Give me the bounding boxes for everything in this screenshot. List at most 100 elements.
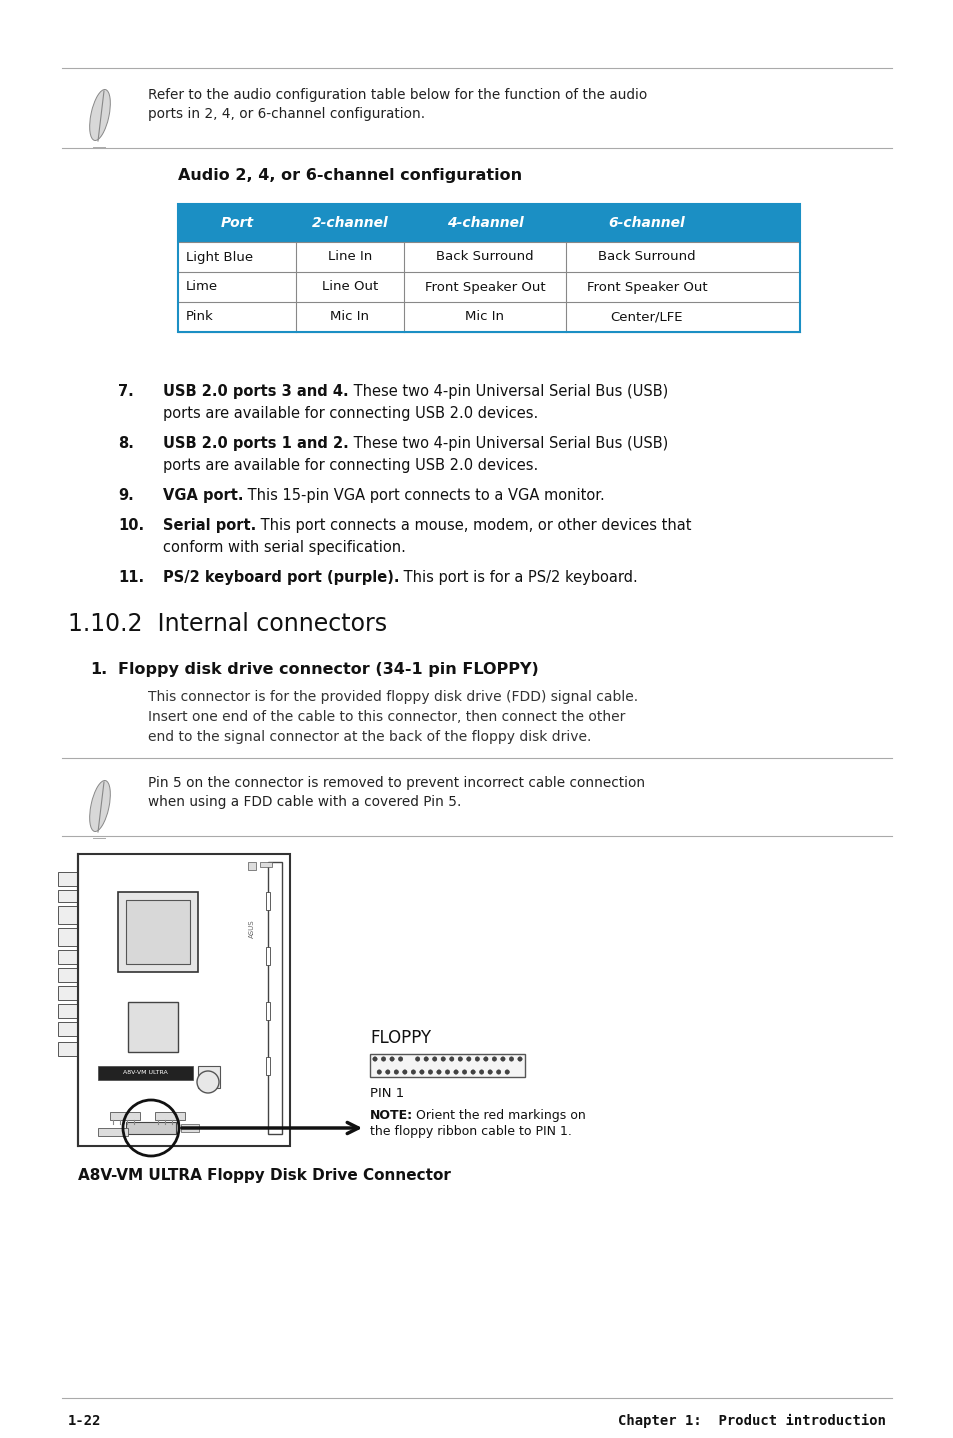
- Text: FLOPPY: FLOPPY: [370, 1030, 431, 1047]
- Text: Line In: Line In: [328, 250, 372, 263]
- Text: Back Surround: Back Surround: [436, 250, 534, 263]
- Text: PIN 1: PIN 1: [370, 1087, 404, 1100]
- Circle shape: [402, 1070, 407, 1074]
- Text: 1-22: 1-22: [68, 1414, 101, 1428]
- Text: Audio 2, 4, or 6-channel configuration: Audio 2, 4, or 6-channel configuration: [178, 168, 521, 183]
- Circle shape: [415, 1057, 419, 1061]
- Text: Mic In: Mic In: [330, 311, 369, 324]
- Text: Front Speaker Out: Front Speaker Out: [424, 280, 545, 293]
- Text: A8V-VM ULTRA Floppy Disk Drive Connector: A8V-VM ULTRA Floppy Disk Drive Connector: [78, 1168, 451, 1183]
- Text: Floppy disk drive connector (34-1 pin FLOPPY): Floppy disk drive connector (34-1 pin FL…: [118, 661, 538, 677]
- Circle shape: [376, 1070, 381, 1074]
- Circle shape: [471, 1070, 475, 1074]
- Text: ports in 2, 4, or 6-channel configuration.: ports in 2, 4, or 6-channel configuratio…: [148, 106, 425, 121]
- Text: USB 2.0 ports 3 and 4.: USB 2.0 ports 3 and 4.: [163, 384, 348, 398]
- Text: Pin 5 on the connector is removed to prevent incorrect cable connection: Pin 5 on the connector is removed to pre…: [148, 777, 644, 789]
- Circle shape: [423, 1057, 428, 1061]
- Text: NOTE:: NOTE:: [370, 1109, 413, 1122]
- Text: PS/2 keyboard port (purple).: PS/2 keyboard port (purple).: [163, 569, 399, 585]
- Circle shape: [436, 1070, 440, 1074]
- Bar: [58, 1004, 78, 1018]
- Circle shape: [390, 1057, 394, 1061]
- Circle shape: [454, 1070, 457, 1074]
- Text: Center/LFE: Center/LFE: [610, 311, 682, 324]
- Circle shape: [475, 1057, 479, 1061]
- Bar: [58, 1022, 78, 1035]
- Text: end to the signal connector at the back of the floppy disk drive.: end to the signal connector at the back …: [148, 731, 591, 743]
- Text: when using a FDD cable with a covered Pin 5.: when using a FDD cable with a covered Pi…: [148, 795, 461, 810]
- Bar: [128, 1002, 178, 1053]
- Circle shape: [483, 1057, 488, 1061]
- Text: These two 4-pin Universal Serial Bus (USB): These two 4-pin Universal Serial Bus (US…: [348, 384, 667, 398]
- Circle shape: [398, 1057, 402, 1061]
- Text: This 15-pin VGA port connects to a VGA monitor.: This 15-pin VGA port connects to a VGA m…: [243, 487, 604, 503]
- Text: Pink: Pink: [186, 311, 213, 324]
- Bar: [58, 890, 78, 902]
- Bar: [58, 986, 78, 999]
- Text: Serial port.: Serial port.: [163, 518, 256, 533]
- Circle shape: [462, 1070, 466, 1074]
- Circle shape: [496, 1070, 500, 1074]
- Bar: [154, 1112, 185, 1120]
- Text: Insert one end of the cable to this connector, then connect the other: Insert one end of the cable to this conn…: [148, 710, 625, 723]
- Text: conform with serial specification.: conform with serial specification.: [163, 541, 405, 555]
- Text: VGA port.: VGA port.: [163, 487, 243, 503]
- Text: Mic In: Mic In: [465, 311, 504, 324]
- Bar: [198, 1066, 220, 1089]
- Bar: [58, 968, 78, 982]
- Circle shape: [419, 1070, 424, 1074]
- Bar: [58, 1043, 78, 1055]
- Circle shape: [504, 1070, 509, 1074]
- Circle shape: [517, 1057, 521, 1061]
- Bar: [266, 892, 270, 910]
- Circle shape: [432, 1057, 436, 1061]
- Circle shape: [487, 1070, 492, 1074]
- Circle shape: [385, 1070, 390, 1074]
- Bar: [370, 1054, 524, 1077]
- Ellipse shape: [90, 89, 111, 141]
- Circle shape: [492, 1057, 497, 1061]
- Bar: [181, 1125, 199, 1132]
- Text: These two 4-pin Universal Serial Bus (USB): These two 4-pin Universal Serial Bus (US…: [349, 436, 667, 452]
- Circle shape: [440, 1057, 445, 1061]
- Circle shape: [196, 1071, 219, 1093]
- Bar: [58, 871, 78, 886]
- Text: This port connects a mouse, modem, or other devices that: This port connects a mouse, modem, or ot…: [256, 518, 691, 533]
- Circle shape: [411, 1070, 416, 1074]
- Text: Line Out: Line Out: [321, 280, 377, 293]
- Text: Refer to the audio configuration table below for the function of the audio: Refer to the audio configuration table b…: [148, 88, 646, 102]
- Circle shape: [394, 1070, 398, 1074]
- Bar: [178, 204, 800, 332]
- Bar: [266, 1057, 270, 1076]
- Text: 6-channel: 6-channel: [608, 216, 684, 230]
- Bar: [98, 1066, 193, 1080]
- Bar: [58, 951, 78, 963]
- Text: 1.: 1.: [90, 661, 107, 677]
- Bar: [110, 1112, 140, 1120]
- Text: Front Speaker Out: Front Speaker Out: [586, 280, 706, 293]
- Text: ports are available for connecting USB 2.0 devices.: ports are available for connecting USB 2…: [163, 406, 537, 421]
- Text: Chapter 1:  Product introduction: Chapter 1: Product introduction: [618, 1414, 885, 1428]
- Text: This connector is for the provided floppy disk drive (FDD) signal cable.: This connector is for the provided flopp…: [148, 690, 638, 705]
- Circle shape: [373, 1057, 376, 1061]
- Bar: [248, 861, 255, 870]
- Bar: [266, 1002, 270, 1020]
- Ellipse shape: [90, 781, 111, 831]
- Bar: [178, 204, 800, 242]
- Circle shape: [509, 1057, 513, 1061]
- Bar: [126, 1122, 175, 1135]
- Text: Port: Port: [220, 216, 253, 230]
- Circle shape: [445, 1070, 449, 1074]
- Circle shape: [381, 1057, 385, 1061]
- Text: Lime: Lime: [186, 280, 218, 293]
- Bar: [78, 854, 290, 1146]
- Circle shape: [449, 1057, 454, 1061]
- Text: Back Surround: Back Surround: [598, 250, 695, 263]
- Circle shape: [428, 1070, 433, 1074]
- Bar: [98, 1127, 128, 1136]
- Bar: [118, 892, 198, 972]
- Text: Light Blue: Light Blue: [186, 250, 253, 263]
- Text: ports are available for connecting USB 2.0 devices.: ports are available for connecting USB 2…: [163, 457, 537, 473]
- Text: the floppy ribbon cable to PIN 1.: the floppy ribbon cable to PIN 1.: [370, 1125, 571, 1137]
- Text: 9.: 9.: [118, 487, 133, 503]
